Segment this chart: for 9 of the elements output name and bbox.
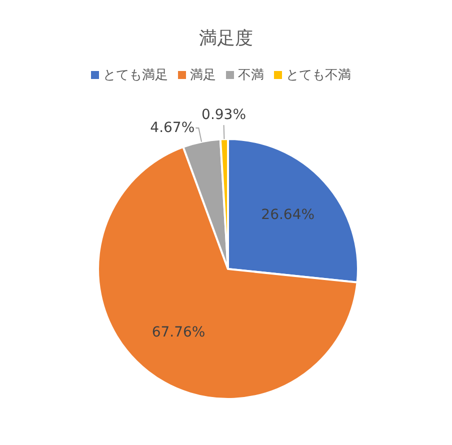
legend-label: とても満足 bbox=[103, 68, 168, 83]
chart-title: 満足度 bbox=[198, 27, 254, 50]
data-label: 67.76% bbox=[152, 324, 206, 341]
data-label: 26.64% bbox=[261, 207, 315, 224]
legend-label: 満足 bbox=[190, 68, 216, 83]
data-label: 0.93% bbox=[202, 107, 246, 124]
legend-label: 不満 bbox=[238, 68, 264, 83]
legend-label: とても不満 bbox=[286, 68, 351, 83]
data-label: 4.67% bbox=[150, 120, 195, 136]
